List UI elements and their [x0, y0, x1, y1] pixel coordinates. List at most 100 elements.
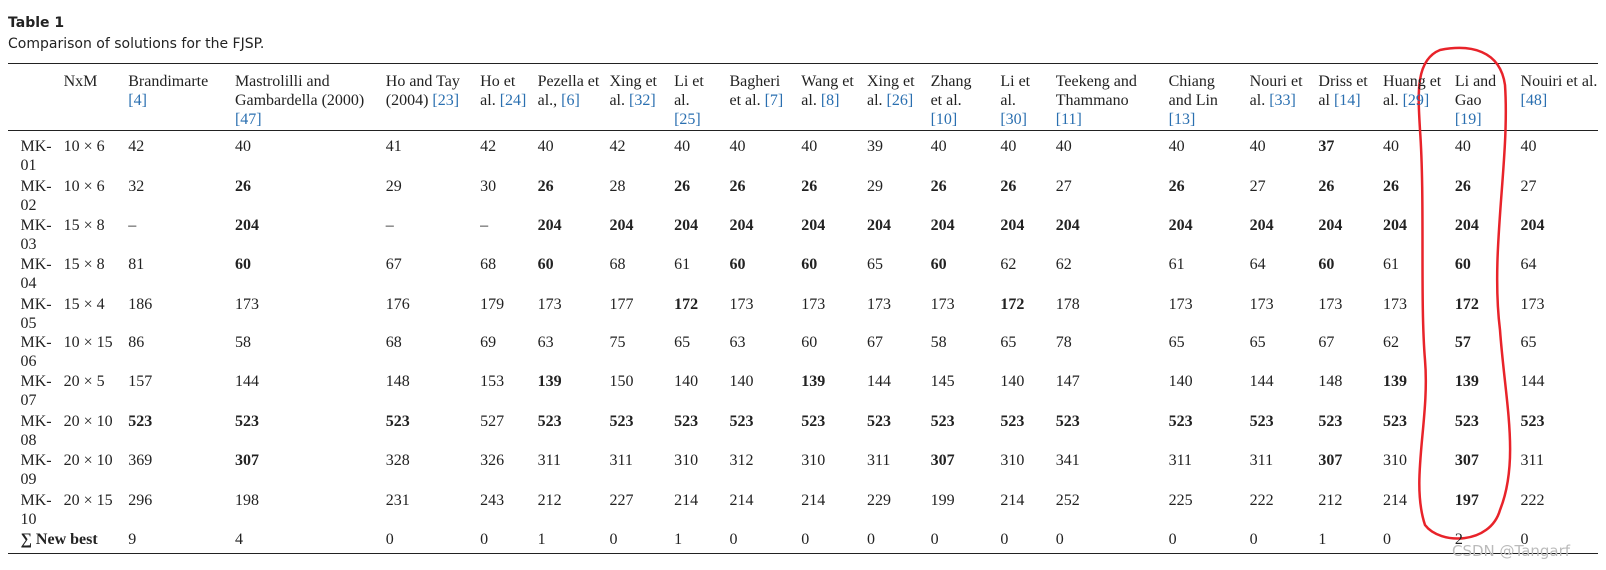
value-cell: 144 [234, 373, 259, 391]
instance-cell: MK-03 [20, 216, 52, 253]
value-cell: 68 [609, 255, 626, 273]
value-cell: 204 [234, 216, 259, 234]
value-cell: 204 [1168, 216, 1193, 234]
value-cell: 40 [234, 138, 251, 156]
value-cell: 41 [385, 138, 402, 156]
summary-cell: 1 [537, 530, 546, 548]
value-cell: 26 [1168, 177, 1185, 195]
value-cell: 172 [674, 295, 699, 313]
value-cell: 173 [801, 295, 826, 313]
column-header: Wang et al. [8] [801, 72, 856, 110]
value-cell: 173 [1318, 295, 1343, 313]
value-cell: 60 [930, 255, 947, 273]
summary-cell: 0 [1520, 530, 1529, 548]
size-cell: 20 × 5 [63, 373, 105, 391]
value-cell: 523 [234, 413, 259, 431]
value-cell: 57 [1454, 334, 1471, 352]
value-cell: 150 [609, 373, 634, 391]
value-cell: 27 [1249, 177, 1266, 195]
value-cell: 65 [1168, 334, 1185, 352]
header-rule [8, 130, 1598, 131]
value-cell: 157 [128, 373, 153, 391]
value-cell: 172 [1454, 295, 1479, 313]
instance-cell: MK-06 [20, 334, 52, 371]
value-cell: 28 [609, 177, 626, 195]
value-cell: 222 [1249, 492, 1274, 510]
value-cell: 26 [729, 177, 746, 195]
column-ref: [30] [1000, 110, 1027, 128]
summary-cell: 0 [609, 530, 618, 548]
value-cell: 42 [480, 138, 497, 156]
value-cell: 26 [1383, 177, 1400, 195]
value-cell: 144 [866, 373, 891, 391]
value-cell: 62 [1000, 255, 1017, 273]
value-cell: 81 [128, 255, 145, 273]
column-header: Xing et al. [26] [867, 72, 917, 110]
value-cell: 26 [537, 177, 554, 195]
value-cell: 176 [385, 295, 410, 313]
value-cell: 214 [1000, 492, 1025, 510]
value-cell: 65 [674, 334, 691, 352]
column-name: Xing et al. [866, 72, 915, 109]
column-ref: [32] [628, 91, 656, 109]
value-cell: 179 [480, 295, 505, 313]
value-cell: 527 [480, 413, 505, 431]
value-cell: 311 [866, 452, 891, 470]
size-cell: 15 × 8 [63, 255, 105, 273]
value-cell: 78 [1055, 334, 1072, 352]
value-cell: – [480, 216, 489, 234]
instance-cell: MK-04 [20, 255, 52, 292]
value-cell: 204 [1249, 216, 1274, 234]
value-cell: 40 [1520, 138, 1537, 156]
summary-cell: 0 [866, 530, 875, 548]
value-cell: 173 [1520, 295, 1545, 313]
value-cell: 65 [1249, 334, 1266, 352]
column-name: Ho et al. [480, 72, 516, 109]
size-cell: 15 × 4 [63, 295, 105, 313]
column-ref: [47] [234, 110, 262, 128]
summary-cell: 0 [1383, 530, 1392, 548]
column-ref: [19] [1454, 110, 1482, 128]
value-cell: 40 [729, 138, 746, 156]
column-name: Xing et al. [609, 72, 657, 109]
value-cell: 204 [729, 216, 754, 234]
value-cell: 204 [1055, 216, 1080, 234]
value-cell: 204 [1383, 216, 1408, 234]
instance-cell: MK-08 [20, 413, 52, 450]
value-cell: 173 [729, 295, 754, 313]
column-header: Nouri et al. [33] [1250, 72, 1308, 110]
value-cell: 186 [128, 295, 153, 313]
value-cell: 144 [1249, 373, 1274, 391]
column-ref: [11] [1055, 110, 1082, 128]
value-cell: 311 [1520, 452, 1544, 470]
value-cell: 311 [609, 452, 633, 470]
value-cell: 40 [1000, 138, 1017, 156]
value-cell: 67 [866, 334, 883, 352]
table-caption: Comparison of solutions for the FJSP. [8, 36, 265, 52]
value-cell: 58 [234, 334, 251, 352]
size-cell: 10 × 6 [63, 177, 105, 195]
value-cell: 523 [1055, 413, 1080, 431]
column-name: Brandimarte [128, 72, 209, 90]
value-cell: 243 [480, 492, 505, 510]
value-cell: 60 [729, 255, 746, 273]
value-cell: 204 [1454, 216, 1479, 234]
summary-cell: 0 [1055, 530, 1064, 548]
value-cell: 173 [866, 295, 891, 313]
value-cell: 523 [609, 413, 634, 431]
value-cell: 523 [674, 413, 699, 431]
instance-cell: MK-05 [20, 295, 52, 332]
bottom-rule [8, 553, 1598, 554]
column-header: Huang et al. [29] [1383, 72, 1443, 110]
column-name: Driss et al [1318, 72, 1368, 109]
column-ref: [29] [1402, 91, 1430, 109]
instance-cell: MK-09 [20, 452, 52, 489]
summary-cell: 0 [1168, 530, 1177, 548]
column-name: Nouiri et al. [1520, 72, 1598, 90]
column-name: Pezella et al., [537, 72, 600, 109]
value-cell: 225 [1168, 492, 1193, 510]
column-name: Mastrolilli and Gambardella (2000) [234, 72, 365, 109]
value-cell: 204 [1520, 216, 1545, 234]
value-cell: 139 [537, 373, 562, 391]
size-cell: 20 × 15 [63, 492, 113, 510]
